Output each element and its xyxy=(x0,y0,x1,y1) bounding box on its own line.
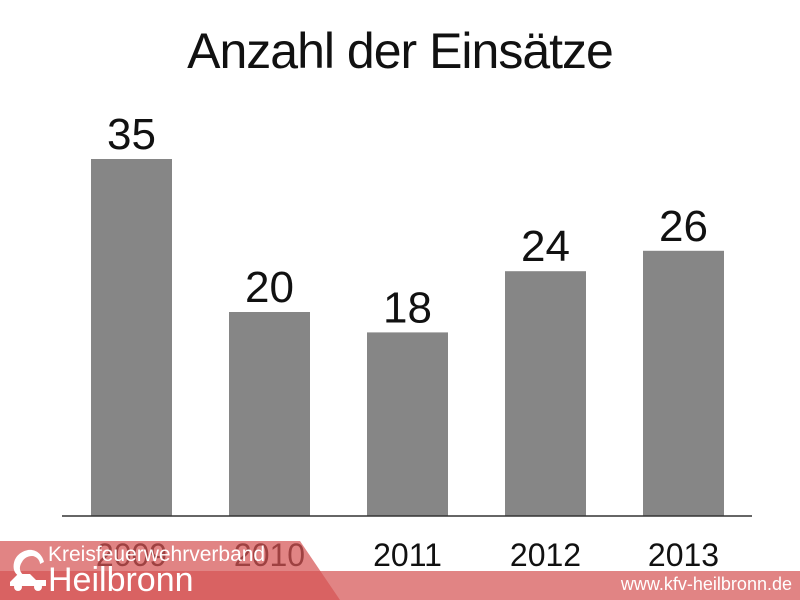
footer-band xyxy=(0,541,800,600)
value-label-2012: 24 xyxy=(521,222,570,271)
x-tick-label-2013: 2013 xyxy=(648,537,719,573)
x-tick-label-2011: 2011 xyxy=(373,537,442,573)
value-label-2011: 18 xyxy=(383,283,432,332)
x-tick-label-2012: 2012 xyxy=(510,537,581,573)
bar-2011 xyxy=(367,332,448,516)
website-link[interactable]: www.kfv-heilbronn.de xyxy=(620,574,792,594)
bar-2010 xyxy=(229,312,310,516)
value-label-2009: 35 xyxy=(107,110,156,159)
org-name-line-1: Kreisfeuerwehrverband xyxy=(48,543,266,566)
bar-2009 xyxy=(91,159,172,516)
bar-2013 xyxy=(643,250,724,517)
org-name-line-2: Heilbronn xyxy=(48,561,194,599)
bar-2012 xyxy=(505,271,586,516)
fire-truck-logo-icon xyxy=(10,549,46,591)
value-label-2013: 26 xyxy=(659,202,708,251)
bars-layer xyxy=(91,159,724,517)
value-label-2010: 20 xyxy=(245,263,294,312)
chart-title: Anzahl der Einsätze xyxy=(187,23,614,79)
footer-band-right xyxy=(0,571,800,600)
